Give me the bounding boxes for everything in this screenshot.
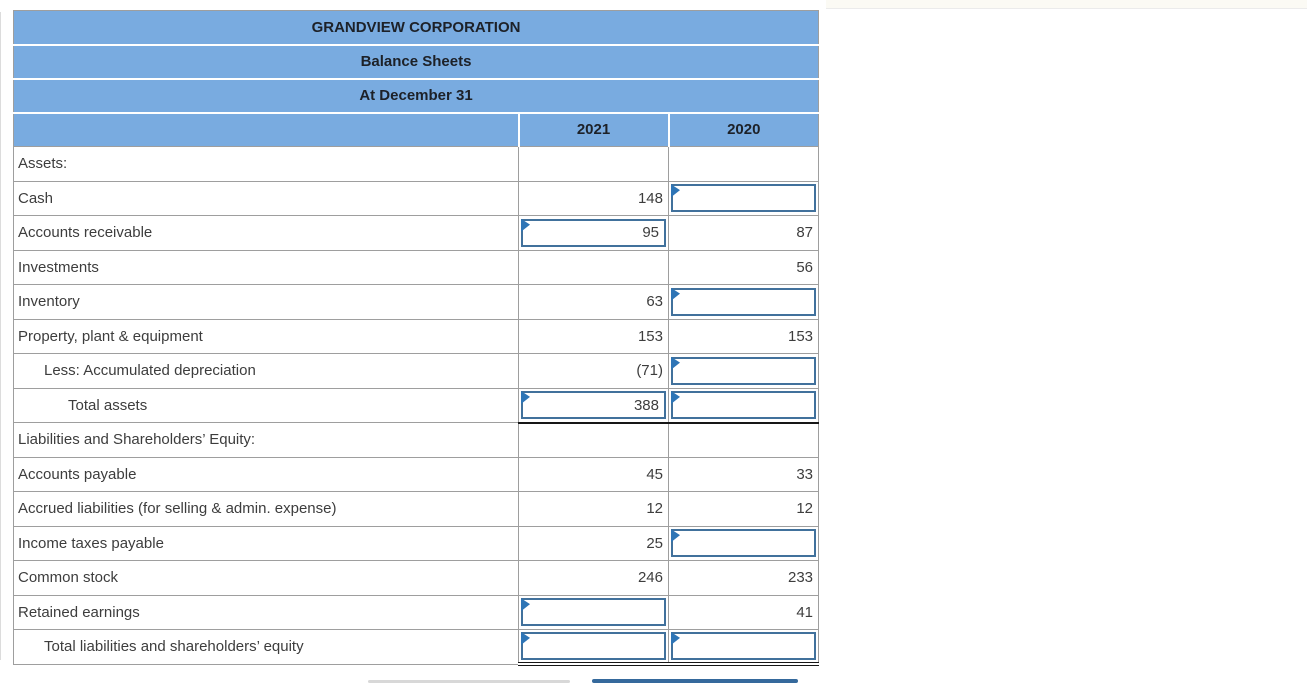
value-cell-2020: 233 — [667, 560, 820, 596]
table-row: Liabilities and Shareholders’ Equity: — [13, 422, 820, 458]
value-cell-2020: 41 — [667, 594, 820, 630]
value-cell-2021 — [518, 249, 669, 285]
row-label: Accounts payable — [13, 456, 519, 492]
table-row: Accrued liabilities (for selling & admin… — [13, 491, 820, 527]
answer-cell-2021[interactable] — [521, 218, 666, 247]
table-subtitle: Balance Sheets — [13, 44, 819, 80]
answer-input-2020[interactable] — [673, 634, 815, 658]
table-row: Property, plant & equipment 153 153 — [13, 318, 820, 354]
answer-input-2020[interactable] — [673, 531, 815, 556]
answer-cell-2021[interactable] — [521, 632, 666, 660]
table-row: Cash 148 — [13, 180, 820, 216]
table-row: Accounts payable 45 33 — [13, 456, 820, 492]
value-cell-2021: 148 — [518, 180, 669, 216]
balance-sheet-table: GRANDVIEW CORPORATION Balance Sheets At … — [13, 10, 820, 666]
value-cell-2020: 12 — [667, 491, 820, 527]
value-cell-2021 — [518, 594, 669, 630]
table-row: Accounts receivable 87 — [13, 215, 820, 251]
value-cell-2021: (71) — [518, 353, 669, 389]
value-cell-2020 — [667, 387, 820, 424]
row-label: Inventory — [13, 284, 519, 320]
value-cell-2021 — [518, 215, 669, 251]
value-cell-2021 — [518, 422, 669, 458]
row-label: Common stock — [13, 560, 519, 596]
value-cell-2020 — [667, 422, 820, 458]
value-cell-2020: 56 — [667, 249, 820, 285]
table-row: Common stock 246 233 — [13, 560, 820, 596]
answer-input-2021[interactable] — [523, 220, 664, 245]
answer-input-2020[interactable] — [673, 358, 815, 383]
table-row: Assets: — [13, 146, 820, 182]
column-header-row: 2021 2020 — [13, 112, 819, 147]
value-cell-2021 — [518, 629, 669, 666]
value-cell-2020 — [667, 629, 820, 666]
answer-cell-2020[interactable] — [671, 356, 817, 385]
row-label: Liabilities and Shareholders’ Equity: — [13, 422, 519, 458]
value-cell-2021: 25 — [518, 525, 669, 561]
answer-cell-2021[interactable] — [521, 391, 666, 419]
answer-input-2020[interactable] — [673, 393, 815, 417]
answer-input-2021[interactable] — [523, 393, 664, 417]
answer-cell-2020[interactable] — [671, 184, 817, 213]
value-cell-2020: 87 — [667, 215, 820, 251]
answer-cell-2020[interactable] — [671, 632, 817, 660]
subtitle-row: Balance Sheets — [13, 44, 819, 80]
panel-left-edge — [0, 12, 1, 660]
table-row: Investments 56 — [13, 249, 820, 285]
answer-input-2020[interactable] — [673, 289, 815, 314]
table-row: Income taxes payable 25 — [13, 525, 820, 561]
value-cell-2020: 33 — [667, 456, 820, 492]
partial-button-left[interactable] — [368, 680, 570, 683]
table-row: Total liabilities and shareholders’ equi… — [13, 629, 820, 666]
row-label: Total assets — [13, 387, 519, 423]
row-label: Less: Accumulated depreciation — [13, 353, 519, 389]
value-cell-2021: 153 — [518, 318, 669, 354]
value-cell-2021 — [518, 146, 669, 182]
answer-cell-2020[interactable] — [671, 391, 817, 419]
table-row: Retained earnings 41 — [13, 594, 820, 630]
table-row: Less: Accumulated depreciation (71) — [13, 353, 820, 389]
answer-input-2021[interactable] — [523, 634, 664, 658]
value-cell-2020 — [667, 525, 820, 561]
value-cell-2020 — [667, 180, 820, 216]
answer-cell-2020[interactable] — [671, 529, 817, 558]
row-label: Income taxes payable — [13, 525, 519, 561]
row-label: Property, plant & equipment — [13, 318, 519, 354]
value-cell-2020 — [667, 353, 820, 389]
value-cell-2021: 63 — [518, 284, 669, 320]
answer-cell-2020[interactable] — [671, 287, 817, 316]
table-row: Inventory 63 — [13, 284, 820, 320]
table-row: Total assets — [13, 387, 820, 424]
answer-cell-2021[interactable] — [521, 598, 666, 627]
date-row: At December 31 — [13, 78, 819, 114]
panel-top-edge — [826, 0, 1307, 9]
answer-input-2020[interactable] — [673, 186, 815, 211]
value-cell-2021: 246 — [518, 560, 669, 596]
column-header-blank — [13, 112, 519, 147]
row-label: Accrued liabilities (for selling & admin… — [13, 491, 519, 527]
row-label: Total liabilities and shareholders’ equi… — [13, 629, 519, 665]
value-cell-2020 — [667, 284, 820, 320]
value-cell-2021 — [518, 387, 669, 424]
value-cell-2020 — [667, 146, 820, 182]
answer-input-2021[interactable] — [523, 600, 664, 625]
row-label: Cash — [13, 180, 519, 216]
row-label: Accounts receivable — [13, 215, 519, 251]
partial-button-right[interactable] — [592, 679, 798, 683]
value-cell-2020: 153 — [667, 318, 820, 354]
title-row: GRANDVIEW CORPORATION — [13, 10, 819, 46]
column-header-2021: 2021 — [517, 112, 669, 147]
row-label: Investments — [13, 249, 519, 285]
table-title: GRANDVIEW CORPORATION — [13, 10, 819, 46]
row-label: Assets: — [13, 146, 519, 182]
table-date-line: At December 31 — [13, 78, 819, 114]
row-label: Retained earnings — [13, 594, 519, 630]
value-cell-2021: 45 — [518, 456, 669, 492]
column-header-2020: 2020 — [667, 112, 819, 147]
value-cell-2021: 12 — [518, 491, 669, 527]
